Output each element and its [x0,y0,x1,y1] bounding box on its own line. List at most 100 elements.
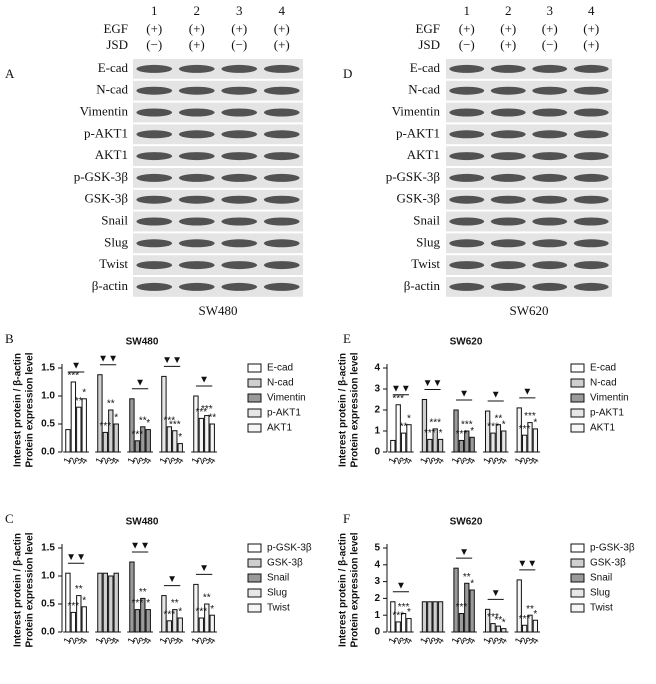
trend-marker: ▼▼ [66,552,86,563]
x-tick-label: 2 [163,636,176,647]
bar [140,426,146,453]
x-tick-label: 3 [492,456,505,467]
legend-label: E-cad [590,363,616,374]
bar [464,582,470,633]
x-tick-label: 3 [137,636,150,647]
legend-label: Vimentin [267,393,306,404]
x-tick-label: 1 [418,456,431,467]
x-tick-label: 1 [387,636,400,647]
x-tick-label: 2 [455,636,468,647]
band [178,239,215,248]
protein-label: Snail [413,212,440,227]
bar [113,423,119,453]
significance: *** [429,418,441,429]
blot-strip [446,59,612,79]
trend-marker: ▼▼ [130,541,150,552]
x-tick-label: 4 [529,456,542,467]
band [221,282,258,291]
legend-swatch [247,603,262,613]
bar [161,375,167,453]
bar [65,429,71,453]
band [263,217,300,226]
bar [527,422,533,453]
x-tick-label: 1 [126,636,139,647]
legend-label: GSK-3β [267,558,303,569]
treatment-mark: (+) [500,37,516,52]
band [136,64,173,73]
significance: * [470,426,474,437]
x-tick-label: 3 [461,636,474,647]
legend-label: Twist [267,603,290,614]
panel-letter: F [343,511,350,526]
y-tick-label: 1.0 [41,391,55,402]
blot-strip [133,277,303,297]
significance: * [533,609,537,620]
x-tick-label: 2 [487,636,500,647]
significance: *** [132,598,144,609]
band [490,108,526,117]
y-tick-label: 1.5 [41,543,55,554]
lane-number: 1 [151,3,158,18]
significance: *** [456,429,468,440]
significance: * [439,428,443,439]
x-tick-label: 2 [67,636,80,647]
y-axis-label: Interest protein / β-actin [338,353,349,467]
band [449,108,485,117]
trend-marker: ▼ [459,389,469,400]
band [490,86,526,95]
band [573,239,609,248]
treatment-mark: (−) [231,37,247,52]
band [490,152,526,161]
band [136,282,173,291]
trend-marker: ▼▼ [423,378,443,389]
treatment-label: EGF [415,21,440,36]
protein-label: E-cad [410,60,441,75]
significance: *** [398,602,410,613]
band [221,64,258,73]
x-tick-label: 2 [519,636,532,647]
bar [437,601,444,633]
chart-title: SW620 [450,517,483,528]
bar [427,438,433,453]
blot-strip [446,124,612,145]
x-tick-label: 1 [513,636,526,647]
bar [161,595,167,633]
y-tick-label: 3 [374,576,380,587]
protein-label: Vimentin [80,103,129,118]
legend-label: p-AKT1 [590,408,624,419]
treatment-mark: (+) [189,21,205,36]
protein-label: AKT1 [407,147,440,162]
bar [495,424,502,453]
blot-strip [133,80,303,101]
significance: ** [139,587,147,598]
significance: * [470,579,474,590]
protein-label: β-actin [404,278,441,293]
band [221,86,258,95]
y-tick-label: 0 [374,447,380,458]
treatment-label: JSD [418,37,440,52]
x-tick-label: 1 [158,636,171,647]
band [263,195,300,204]
bar [464,430,470,453]
x-tick-label: 3 [429,636,442,647]
blot-strip [446,189,612,210]
x-tick-label: 3 [492,636,505,647]
cell-line: SW480 [199,303,238,318]
bar [166,426,173,453]
x-tick-label: 3 [73,456,86,467]
bar [108,409,114,453]
bar [516,407,522,453]
significance: *** [196,607,208,618]
band [573,86,609,95]
treatment-mark: (−) [146,37,162,52]
x-tick-label: 1 [190,636,203,647]
bar [177,443,183,453]
blot-strip [446,168,612,188]
bar [458,613,465,633]
trend-marker: ▼ [522,387,532,398]
bar [81,398,87,453]
treatment-mark: (+) [500,21,516,36]
protein-label: GSK-3β [397,191,441,206]
significance: *** [487,422,499,433]
